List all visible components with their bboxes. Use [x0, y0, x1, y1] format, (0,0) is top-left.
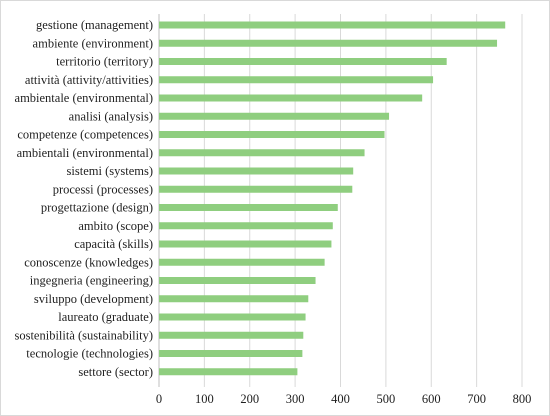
category-label: territorio (territory): [56, 55, 153, 69]
category-labels: gestione (management) ambiente (environme…: [14, 18, 153, 379]
bar: [159, 204, 338, 211]
category-label: progettazione (design): [41, 201, 153, 215]
bar: [159, 131, 385, 138]
bars: [159, 21, 506, 376]
bar: [159, 21, 506, 29]
bar: [159, 94, 423, 102]
x-tick-label: 600: [422, 392, 441, 406]
bar: [159, 277, 316, 284]
x-tick-label: 700: [467, 392, 486, 406]
category-label: laureato (graduate): [58, 310, 153, 324]
x-tick-label: 0: [156, 392, 162, 406]
bar: [159, 185, 353, 193]
bar: [159, 76, 434, 84]
bar: [159, 149, 365, 157]
category-label: settore (sector): [78, 365, 153, 379]
category-label: sostenibilità (sustainability): [14, 328, 153, 342]
x-tick-label: 500: [377, 392, 396, 406]
bar: [159, 240, 332, 248]
bar: [159, 58, 447, 65]
bar: [159, 112, 390, 120]
category-label: capacità (skills): [74, 237, 153, 251]
bar: [159, 313, 306, 321]
gridlines: [158, 14, 523, 387]
bar: [159, 167, 354, 175]
x-tick-labels: 0 100 200 300 400 500 600 700 800: [156, 392, 532, 406]
bar: [159, 222, 333, 230]
x-tick-label: 400: [331, 392, 350, 406]
category-label: ambiente (environment): [33, 36, 153, 50]
bar: [159, 331, 304, 339]
x-tick-label: 200: [240, 392, 259, 406]
category-label: ingegneria (engineering): [30, 274, 153, 288]
category-label: ambito (scope): [78, 219, 153, 233]
x-tick-label: 800: [513, 392, 532, 406]
category-label: sviluppo (development): [34, 292, 153, 306]
bar: [159, 350, 303, 357]
category-label: processi (processes): [53, 182, 153, 196]
category-label: gestione (management): [36, 18, 153, 32]
x-tick-label: 300: [286, 392, 305, 406]
bar: [159, 368, 298, 376]
x-tick-label: 100: [195, 392, 214, 406]
bar: [159, 39, 498, 47]
category-label: ambientali (environmental): [17, 146, 153, 160]
category-label: attività (attivity/attivities): [25, 73, 153, 87]
bar: [159, 295, 309, 303]
category-label: ambientale (environmental): [15, 91, 153, 105]
bar: [159, 258, 325, 266]
category-label: tecnologie (technologies): [26, 347, 153, 361]
category-label: analisi (analysis): [69, 109, 153, 123]
category-label: sistemi (systems): [67, 164, 153, 178]
category-label: competenze (competences): [17, 128, 153, 142]
category-label: conoscenze (knowledges): [24, 255, 153, 269]
